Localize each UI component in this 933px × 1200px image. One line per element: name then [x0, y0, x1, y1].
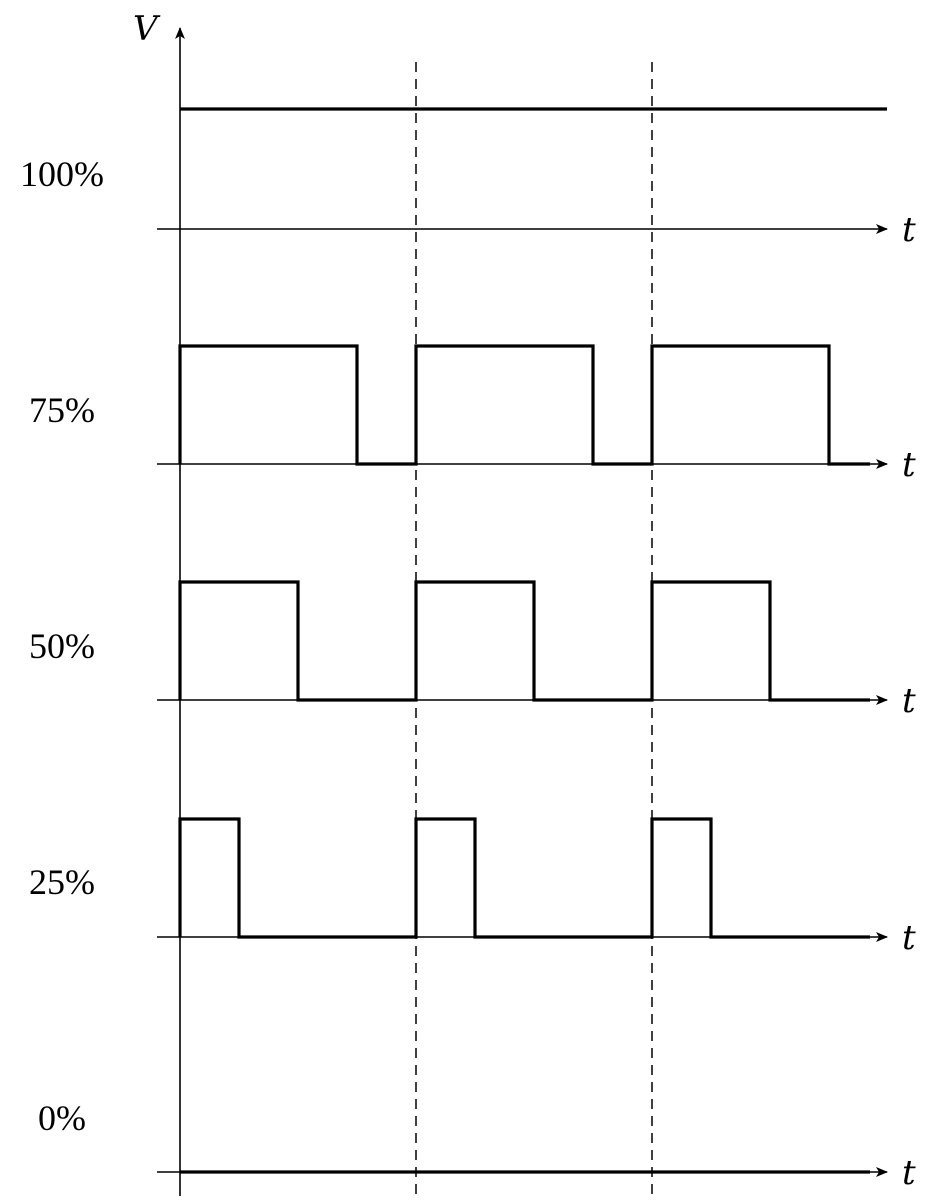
pwm-waveform-75: [178, 344, 870, 466]
pwm-waveform-50: [178, 580, 870, 702]
time-axis-label: t: [902, 681, 916, 721]
row-25-percent: t 25%: [29, 817, 916, 958]
duty-label-50: 50%: [29, 626, 95, 666]
row-50-percent: t 50%: [29, 580, 916, 721]
duty-label-25: 25%: [29, 862, 95, 902]
duty-label-100: 100%: [20, 154, 104, 194]
row-0-percent: t 0%: [38, 1098, 916, 1193]
time-axis-label: t: [902, 210, 916, 250]
row-75-percent: t 75%: [29, 344, 916, 485]
duty-label-0: 0%: [38, 1098, 86, 1138]
v-axis-label: V: [133, 9, 161, 49]
time-axis-label: t: [902, 445, 916, 485]
pwm-waveform-25: [178, 817, 870, 939]
duty-label-75: 75%: [29, 390, 95, 430]
row-100-percent: t 100%: [20, 107, 916, 250]
time-axis-label: t: [902, 1153, 916, 1193]
time-axis-label: t: [902, 918, 916, 958]
